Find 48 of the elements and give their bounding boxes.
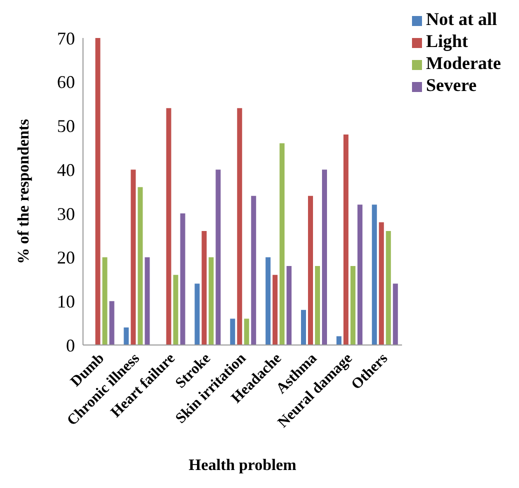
bar xyxy=(95,38,100,345)
bar xyxy=(244,318,250,345)
bar xyxy=(266,257,271,345)
y-tick-label: 30 xyxy=(57,204,75,224)
y-tick-label: 10 xyxy=(57,292,75,312)
bar xyxy=(208,257,214,345)
bar xyxy=(386,230,391,345)
bar xyxy=(378,222,384,345)
bar xyxy=(230,318,236,345)
bar xyxy=(109,301,114,345)
bar xyxy=(202,230,207,345)
legend-label: Severe xyxy=(426,75,477,95)
bar xyxy=(315,266,320,345)
y-tick-label: 50 xyxy=(57,116,75,136)
legend-label: Moderate xyxy=(426,53,501,73)
bar xyxy=(194,284,200,345)
bar xyxy=(138,187,143,345)
bar xyxy=(322,170,328,345)
bar xyxy=(350,266,356,345)
y-tick-label: 0 xyxy=(66,335,75,356)
y-tick-label: 20 xyxy=(57,248,75,268)
y-tick-label: 60 xyxy=(57,72,75,92)
bar xyxy=(251,196,256,345)
bar xyxy=(180,213,186,345)
legend-label: Not at all xyxy=(426,9,498,29)
bar xyxy=(301,310,306,345)
bar xyxy=(173,274,178,345)
bar xyxy=(144,257,150,345)
bar xyxy=(308,196,314,345)
bar xyxy=(280,143,285,345)
bar xyxy=(124,327,129,345)
bar xyxy=(372,204,377,345)
bar xyxy=(102,257,108,345)
bar xyxy=(237,108,242,345)
bar xyxy=(392,284,398,345)
bar xyxy=(166,108,172,345)
bar xyxy=(216,170,221,345)
bar xyxy=(286,266,292,345)
x-axis-title: Health problem xyxy=(188,457,298,474)
bar xyxy=(357,204,362,345)
bar xyxy=(130,170,136,345)
legend-label: Light xyxy=(426,31,468,51)
bar xyxy=(336,336,342,345)
bar xyxy=(272,274,278,345)
y-tick-label: 70 xyxy=(57,28,75,48)
y-axis-title: % of the respondents xyxy=(16,118,33,264)
y-tick-label: 40 xyxy=(57,160,75,180)
bar xyxy=(343,134,348,345)
